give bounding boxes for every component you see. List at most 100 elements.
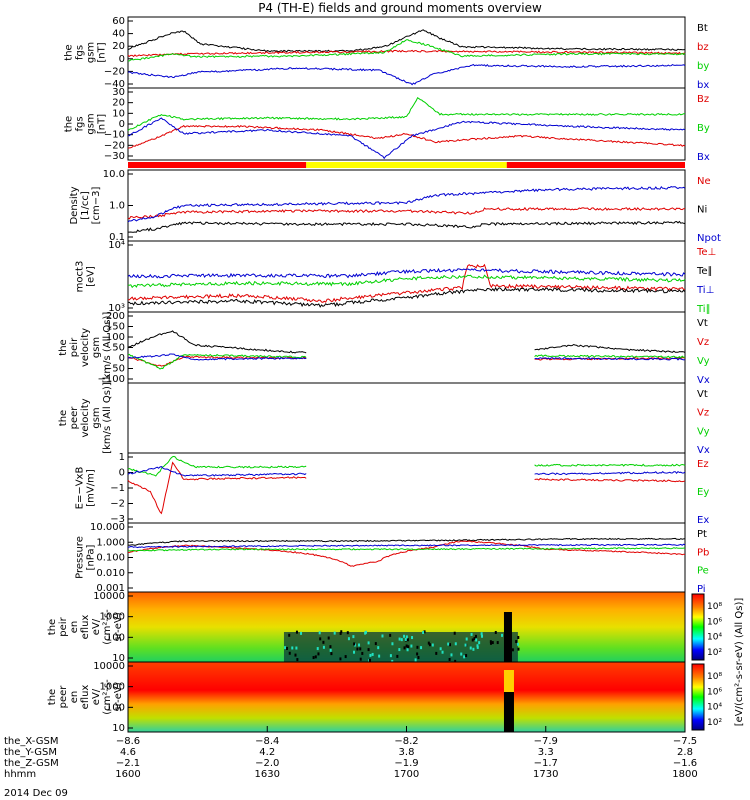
data-gap xyxy=(504,692,514,732)
y-tick-label: 10 xyxy=(112,108,125,119)
y-axis-label: eV/ xyxy=(91,618,102,635)
y-axis-label: eflux xyxy=(80,615,91,640)
x-tick-label: 3.3 xyxy=(538,747,554,758)
panel-density: 10.01.00.1Density [1/cc] [cm−3]NeNiNpot xyxy=(69,169,721,244)
legend-entry: by xyxy=(697,61,709,72)
noise-pixel xyxy=(288,634,290,637)
series-Te∥ xyxy=(128,288,685,307)
noise-pixel xyxy=(369,659,371,662)
noise-pixel xyxy=(460,653,462,656)
legend-entry: Bz xyxy=(697,94,709,105)
x-row-label: the_X-GSM xyxy=(4,736,58,747)
legend-entry: bz xyxy=(697,42,709,53)
legend-entry: Pe xyxy=(697,566,709,577)
noise-pixel xyxy=(334,632,336,635)
x-tick-label: −7.9 xyxy=(534,736,558,747)
x-tick-label: 3.8 xyxy=(399,747,415,758)
noise-pixel xyxy=(415,658,417,661)
x-tick-label: −2.0 xyxy=(255,758,279,769)
x-axis: the_X-GSMthe_Y-GSMthe_Z-GSMhhmm−8.64.6−2… xyxy=(4,726,698,780)
noise-pixel xyxy=(416,652,418,655)
noise-pixel xyxy=(435,652,437,655)
y-axis-label: (cm²-s- xyxy=(102,679,113,715)
y-axis-label: peir xyxy=(58,616,69,636)
mode-segment-0 xyxy=(128,162,306,168)
noise-pixel xyxy=(323,646,325,649)
legend-entry: Vy xyxy=(697,356,710,367)
noise-pixel xyxy=(440,647,442,650)
x-tick-label: 1800 xyxy=(672,769,697,780)
y-tick-label: 20 xyxy=(112,98,125,109)
y-axis-label: fgs xyxy=(75,116,86,131)
legend-entry: Vz xyxy=(697,337,709,348)
colorbar-tick-label: 10⁶ xyxy=(707,617,722,627)
y-tick-label: 10⁴ xyxy=(108,240,125,251)
series-By xyxy=(128,98,685,131)
panels: 6040200−20−40the fgs gsm [nT]Btbzbybx302010… xyxy=(47,16,721,734)
noise-pixel xyxy=(449,643,451,646)
y-axis-label: [km/s (All Qs)] xyxy=(102,312,113,384)
noise-pixel xyxy=(360,658,362,661)
noise-pixel xyxy=(463,655,465,658)
y-axis-label: [nT] xyxy=(97,114,108,134)
y-tick-label: 1 xyxy=(119,452,125,463)
x-tick-label: −8.4 xyxy=(255,736,279,747)
y-axis-label: Density xyxy=(69,186,80,224)
series-Ti∥ xyxy=(128,275,685,287)
x-tick-label: −8.6 xyxy=(116,736,140,747)
noise-pixel xyxy=(296,658,298,661)
x-tick-label: −2.1 xyxy=(116,758,140,769)
noise-pixel xyxy=(377,646,379,649)
legend-entry: Vx xyxy=(697,445,710,456)
y-tick-label: 1.000 xyxy=(96,537,125,548)
x-row-label: hhmm xyxy=(4,769,36,780)
y-tick-label: 0.010 xyxy=(96,568,125,579)
colorbar-0 xyxy=(692,594,704,660)
noise-pixel xyxy=(375,642,377,645)
noise-pixel xyxy=(368,648,370,651)
colorbar-label: [eV/(cm²-s-sr-eV) (All Qs)] xyxy=(734,598,745,727)
x-tick-label: 1730 xyxy=(533,769,558,780)
y-axis-label: [nPa] xyxy=(86,544,97,570)
legend-entry: Ni xyxy=(697,205,707,216)
series-Bz xyxy=(128,126,685,149)
legend-entry: Vt xyxy=(697,318,708,329)
panel-peir_spectrogram: 10000100010010the peir en eflux eV/(cm²-s-sr… xyxy=(47,591,685,664)
noise-pixel xyxy=(296,631,298,634)
y-axis-label: [eV] xyxy=(86,266,97,287)
noise-pixel xyxy=(372,653,374,656)
noise-pixel xyxy=(475,639,477,642)
noise-pixel xyxy=(407,638,409,641)
series-Ni xyxy=(128,222,685,233)
noise-pixel xyxy=(471,633,473,636)
noise-pixel xyxy=(329,645,331,648)
legend-entry: Ez xyxy=(697,459,709,470)
x-tick-label: 4.2 xyxy=(259,747,275,758)
noise-pixel xyxy=(322,641,324,644)
noise-pixel xyxy=(319,631,321,634)
legend-entry: Vz xyxy=(697,408,709,419)
legend-entry: Ex xyxy=(697,515,709,526)
x-tick-label: −7.5 xyxy=(673,736,697,747)
panel-frame xyxy=(128,170,685,241)
series-Vt xyxy=(128,331,685,353)
noise-pixel xyxy=(490,642,492,645)
noise-pixel xyxy=(512,648,514,651)
x-tick-label: −1.6 xyxy=(673,758,697,769)
noise-pixel xyxy=(389,634,391,637)
noise-pixel xyxy=(345,655,347,658)
y-axis-label: the xyxy=(58,339,69,355)
noise-pixel xyxy=(481,632,483,635)
series-Vz xyxy=(128,356,685,366)
y-axis-label: velocity xyxy=(80,398,91,437)
noise-pixel xyxy=(465,644,467,647)
noise-pixel xyxy=(361,652,363,655)
noise-pixel xyxy=(364,632,366,635)
legend-entry: Bx xyxy=(697,152,710,163)
noise-pixel xyxy=(497,641,499,644)
colorbar-tick-label: 10⁴ xyxy=(707,633,722,643)
y-axis-label: [km/s (All Qs)] xyxy=(102,382,113,454)
noise-pixel xyxy=(289,652,291,655)
noise-pixel xyxy=(422,631,424,634)
series-bx xyxy=(128,65,685,85)
